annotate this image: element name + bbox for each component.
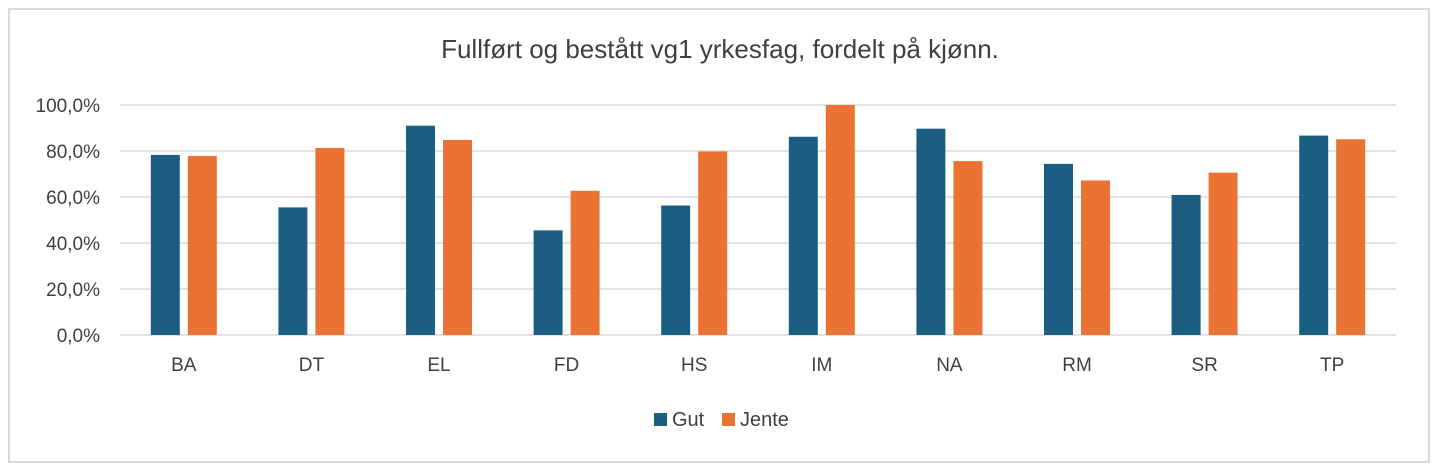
bars: [150, 105, 1366, 335]
bar-gut-hs: [661, 205, 691, 335]
bar-gut-ba: [150, 154, 180, 335]
x-tick-label: RM: [1062, 355, 1092, 376]
bar-jente-na: [953, 161, 983, 335]
bar-jente-tp: [1336, 139, 1366, 335]
bar-jente-im: [825, 105, 855, 335]
legend: Gut Jente: [654, 409, 789, 431]
bar-jente-rm: [1081, 180, 1110, 335]
legend-label-jente: Jente: [740, 409, 789, 431]
bar-jente-dt: [315, 148, 345, 335]
x-tick-label: SR: [1191, 355, 1217, 376]
bar-jente-fd: [570, 190, 600, 335]
y-axis-ticks: 0,0% 20,0% 40,0% 60,0% 80,0% 100,0%: [36, 96, 101, 347]
y-tick-label: 20,0%: [46, 280, 100, 301]
x-axis-ticks: BA DT EL FD HS IM NA RM SR TP: [171, 355, 1344, 376]
y-tick-label: 80,0%: [46, 142, 100, 163]
y-tick-label: 40,0%: [46, 234, 100, 255]
bar-jente-hs: [698, 151, 728, 335]
x-tick-label: FD: [554, 355, 579, 376]
x-tick-label: EL: [427, 355, 450, 376]
bar-gut-el: [406, 125, 435, 335]
bar-jente-sr: [1208, 172, 1238, 335]
legend-swatch-jente: [722, 413, 735, 426]
x-tick-label: DT: [299, 355, 325, 376]
bar-gut-tp: [1299, 135, 1329, 335]
bar-gut-rm: [1044, 163, 1073, 335]
bar-jente-ba: [187, 156, 217, 335]
y-tick-label: 60,0%: [46, 188, 100, 209]
gridlines: [120, 104, 1396, 336]
bar-gut-im: [788, 136, 818, 335]
bar-gut-fd: [533, 230, 563, 335]
x-tick-label: HS: [681, 355, 707, 376]
x-tick-label: NA: [936, 355, 963, 376]
bar-gut-na: [916, 128, 946, 335]
bar-gut-sr: [1171, 194, 1201, 335]
x-tick-label: IM: [811, 355, 832, 376]
bar-jente-el: [443, 139, 472, 335]
legend-label-gut: Gut: [672, 409, 705, 431]
x-tick-label: BA: [171, 355, 197, 376]
x-tick-label: TP: [1320, 355, 1344, 376]
y-tick-label: 0,0%: [57, 326, 100, 347]
y-tick-label: 100,0%: [36, 96, 101, 117]
bar-gut-dt: [278, 207, 308, 335]
legend-swatch-gut: [654, 413, 667, 426]
chart-title: Fullført og bestått vg1 yrkesfag, fordel…: [441, 34, 999, 64]
